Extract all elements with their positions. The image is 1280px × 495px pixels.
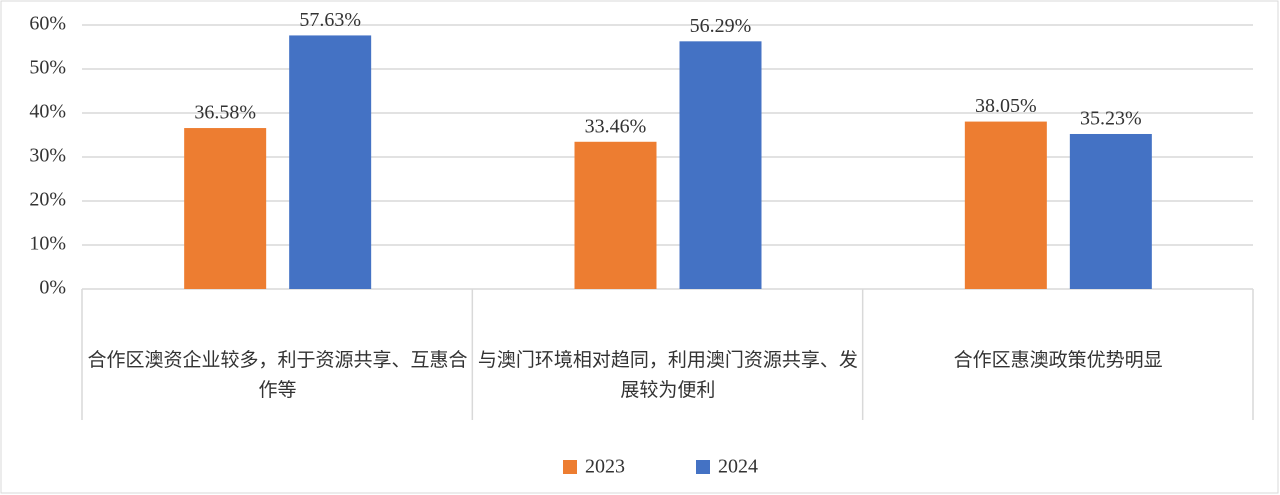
bar <box>679 41 762 289</box>
data-label: 33.46% <box>585 115 647 137</box>
y-tick-label: 10% <box>29 233 66 255</box>
y-tick-label: 30% <box>29 145 66 167</box>
bar <box>1069 133 1152 289</box>
y-tick-label: 50% <box>29 57 66 79</box>
data-label: 56.29% <box>690 15 752 37</box>
legend-swatch <box>563 460 577 474</box>
bar <box>184 128 267 289</box>
y-tick-label: 40% <box>29 101 66 123</box>
data-label: 36.58% <box>194 102 256 124</box>
data-label: 38.05% <box>975 95 1037 117</box>
data-label: 35.23% <box>1080 108 1142 130</box>
legend-label: 2024 <box>718 456 758 478</box>
y-tick-label: 20% <box>29 189 66 211</box>
data-label: 57.63% <box>299 9 361 31</box>
legend-swatch <box>696 460 710 474</box>
x-tick-label: 合作区澳资企业较多，利于资源共享、互惠合作等 <box>87 349 468 401</box>
bar <box>574 141 657 289</box>
x-tick-label: 合作区惠澳政策优势明显 <box>953 349 1163 371</box>
bar <box>289 35 372 289</box>
y-tick-label: 60% <box>29 13 66 35</box>
x-tick-label: 与澳门环境相对趋同，利用澳门资源共享、发展较为便利 <box>477 349 858 401</box>
y-tick-label: 0% <box>39 277 66 299</box>
bar <box>964 121 1047 289</box>
legend-label: 2023 <box>585 456 625 478</box>
